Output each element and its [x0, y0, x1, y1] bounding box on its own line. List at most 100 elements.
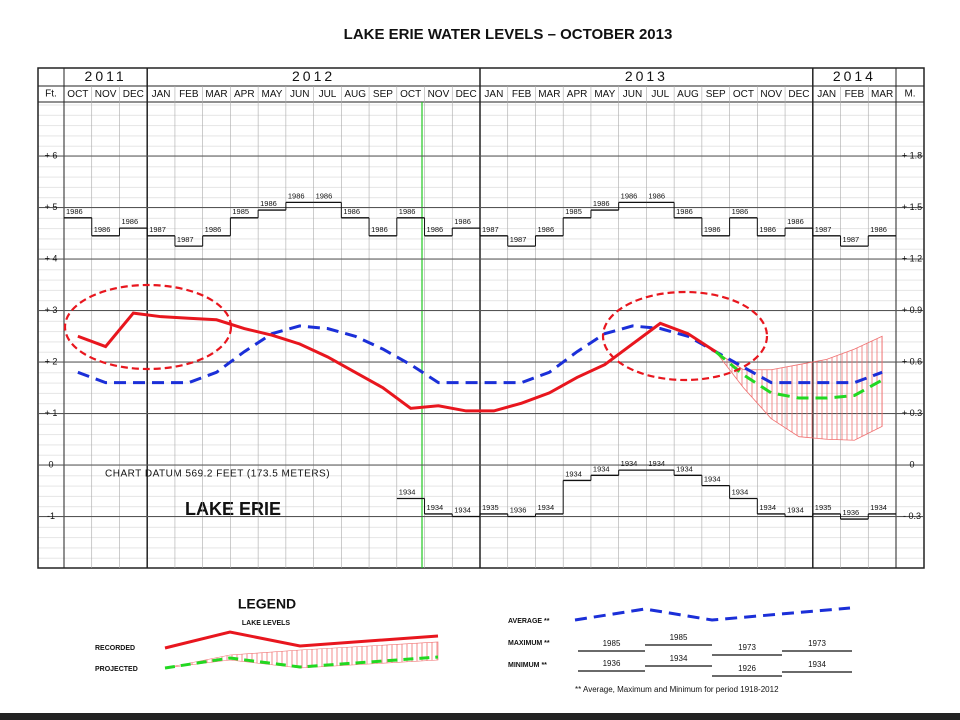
record-year: 1986: [454, 217, 471, 226]
y2-tick-label: + 0.9: [902, 305, 922, 315]
x-tick-label: DEC: [788, 89, 809, 100]
legend-label: PROJECTED: [95, 666, 138, 673]
legend-label: RECORDED: [95, 645, 135, 652]
y-tick-label: + 6: [45, 150, 58, 160]
x-tick-label: SEP: [706, 89, 726, 100]
x-tick-label: AUG: [344, 89, 366, 100]
record-year: 1934: [732, 487, 749, 496]
record-year: 1986: [870, 225, 887, 234]
record-year: 1935: [482, 503, 499, 512]
x-tick-label: JAN: [484, 89, 503, 100]
y2-tick-label: + 0.6: [902, 356, 922, 366]
annotation: LAKE ERIE: [185, 499, 281, 519]
y2-tick-label: + 0.3: [902, 408, 922, 418]
record-year: 1986: [676, 207, 693, 216]
record-year: 1986: [732, 207, 749, 216]
y-tick-label: + 3: [45, 305, 58, 315]
x-tick-label: OCT: [67, 89, 88, 100]
record-year: 1985: [565, 207, 582, 216]
record-year: 1986: [316, 191, 333, 200]
legend-year: 1973: [808, 639, 826, 648]
x-tick-label: NOV: [95, 89, 117, 100]
minor-grid: [38, 102, 924, 568]
x-tick-label: MAR: [538, 89, 560, 100]
annotation: CHART DATUM 569.2 FEET (173.5 METERS): [105, 469, 330, 480]
record-year: 1986: [621, 191, 638, 200]
x-tick-label: FEB: [179, 89, 199, 100]
y2-tick-label: 0: [909, 459, 914, 469]
x-tick-label: NOV: [428, 89, 450, 100]
record-year: 1934: [648, 459, 665, 468]
record-year: 1987: [815, 225, 832, 234]
x-tick-label: MAY: [594, 89, 615, 100]
legend-year: 1985: [670, 633, 688, 642]
year-label: 2012: [292, 68, 335, 84]
legend-label: MAXIMUM **: [508, 640, 550, 647]
record-year: 1986: [371, 225, 388, 234]
record-year: 1934: [787, 505, 804, 514]
legend-label: MINIMUM **: [508, 662, 547, 669]
y2-tick-label: - 0.3: [903, 511, 921, 521]
legend-year: 1973: [738, 643, 756, 652]
record-year: 1934: [759, 503, 776, 512]
legend-footnote: ** Average, Maximum and Minimum for peri…: [575, 685, 779, 694]
series-line: [714, 350, 883, 400]
record-year: 1986: [759, 225, 776, 234]
record-year: 1986: [648, 191, 665, 200]
record-year: 1934: [870, 503, 887, 512]
record-year: 1986: [288, 191, 305, 200]
legend-subtitle: LAKE LEVELS: [242, 620, 291, 627]
year-label: 2011: [85, 68, 127, 84]
x-tick-label: DEC: [123, 89, 144, 100]
x-tick-label: FEB: [512, 89, 532, 100]
record-year: 1986: [593, 199, 610, 208]
record-year: 1986: [94, 225, 111, 234]
year-label: 2014: [833, 68, 876, 84]
legend-title: LEGEND: [238, 596, 296, 612]
highlight-ellipse: [601, 290, 769, 382]
record-year: 1986: [399, 207, 416, 216]
record-year: 1936: [843, 508, 860, 517]
x-tick-label: JUN: [290, 89, 309, 100]
x-tick-label: OCT: [733, 89, 754, 100]
y2-tick-label: + 1.5: [902, 202, 922, 212]
x-tick-label: MAR: [205, 89, 227, 100]
y2-tick-label: + 1.2: [902, 253, 922, 263]
record-year: 1935: [815, 503, 832, 512]
record-year: 1987: [177, 235, 194, 244]
y-tick-label: + 2: [45, 356, 58, 366]
legend-year: 1985: [603, 639, 621, 648]
x-tick-label: FEB: [845, 89, 865, 100]
record-year: 1986: [121, 217, 138, 226]
y-tick-label: + 4: [45, 253, 58, 263]
legend-swatch: [164, 641, 439, 669]
chart-frame: [37, 67, 925, 569]
x-tick-label: AUG: [677, 89, 699, 100]
x-tick-label: JUL: [651, 89, 669, 100]
record-year: 1986: [787, 217, 804, 226]
x-tick-label: MAR: [871, 89, 893, 100]
record-year: 1936: [510, 505, 527, 514]
y-tick-label: -1: [47, 511, 55, 521]
x-tick-label: JAN: [817, 89, 836, 100]
legend-label: AVERAGE **: [508, 618, 550, 625]
record-year: 1986: [537, 225, 554, 234]
record-year: 1934: [704, 475, 721, 484]
legend-swatch: [574, 606, 851, 622]
legend-year: 1926: [738, 664, 756, 673]
projected-range: [715, 335, 883, 441]
record-year: 1987: [482, 225, 499, 234]
bottom-bar: [0, 713, 960, 720]
record-year: 1934: [427, 503, 444, 512]
record-year: 1987: [510, 235, 527, 244]
x-tick-label: JUN: [623, 89, 642, 100]
y-axis-label: Ft.: [45, 89, 57, 100]
legend-year: 1934: [670, 654, 688, 663]
x-tick-label: JUL: [319, 89, 337, 100]
y2-axis-label: M.: [904, 89, 915, 100]
record-year: 1934: [676, 464, 693, 473]
y2-tick-label: + 1.8: [902, 150, 922, 160]
legend-year: 1936: [603, 659, 621, 668]
record-year: 1986: [66, 207, 83, 216]
